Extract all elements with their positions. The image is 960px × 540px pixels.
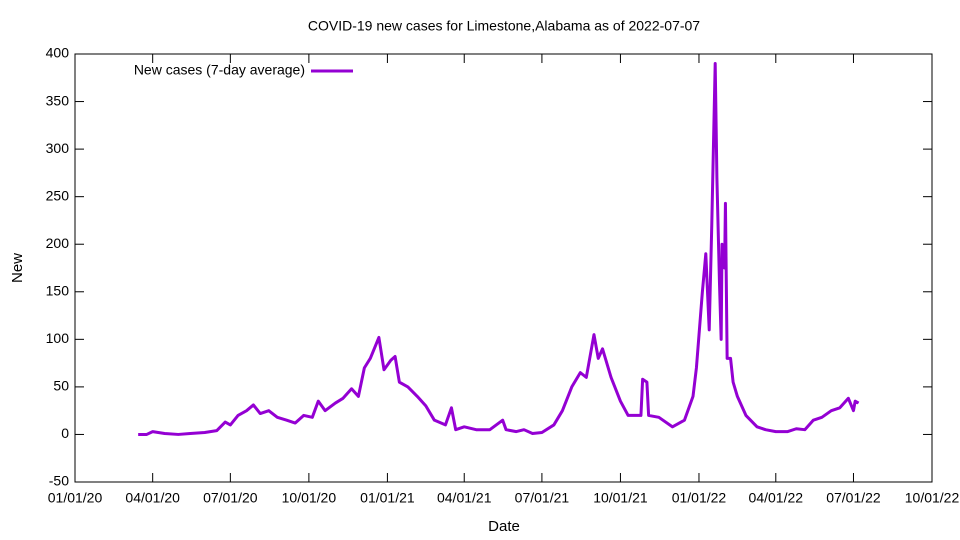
- y-tick-label: 100: [46, 330, 70, 346]
- x-tick-label: 04/01/21: [437, 490, 492, 506]
- x-tick-label: 07/01/22: [826, 490, 881, 506]
- y-tick-label: 400: [46, 45, 70, 61]
- data-line: [138, 62, 860, 436]
- x-tick-label: 10/01/20: [282, 490, 337, 506]
- y-tick-label: -50: [49, 473, 69, 489]
- y-tick-label: 350: [46, 92, 70, 108]
- y-tick-label: 0: [61, 425, 69, 441]
- x-tick-label: 04/01/20: [125, 490, 180, 506]
- x-axis-label: Date: [488, 518, 520, 535]
- y-tick-label: 50: [53, 378, 69, 394]
- x-tick-label: 07/01/20: [203, 490, 258, 506]
- y-tick-label: 300: [46, 140, 70, 156]
- y-tick-label: 200: [46, 235, 70, 251]
- chart-title: COVID-19 new cases for Limestone,Alabama…: [308, 18, 700, 34]
- x-tick-label: 01/01/21: [360, 490, 415, 506]
- x-tick-label: 01/01/22: [672, 490, 727, 506]
- y-tick-label: 150: [46, 282, 70, 298]
- y-tick-label: 250: [46, 187, 70, 203]
- x-tick-label: 10/01/22: [905, 490, 960, 506]
- x-tick-label: 07/01/21: [515, 490, 570, 506]
- plot-frame: [74, 53, 933, 483]
- x-tick-label: 10/01/21: [593, 490, 648, 506]
- legend-label: New cases (7-day average): [134, 62, 305, 78]
- x-tick-label: 01/01/20: [48, 490, 103, 506]
- y-axis-label: New: [9, 253, 26, 283]
- x-tick-label: 04/01/22: [749, 490, 804, 506]
